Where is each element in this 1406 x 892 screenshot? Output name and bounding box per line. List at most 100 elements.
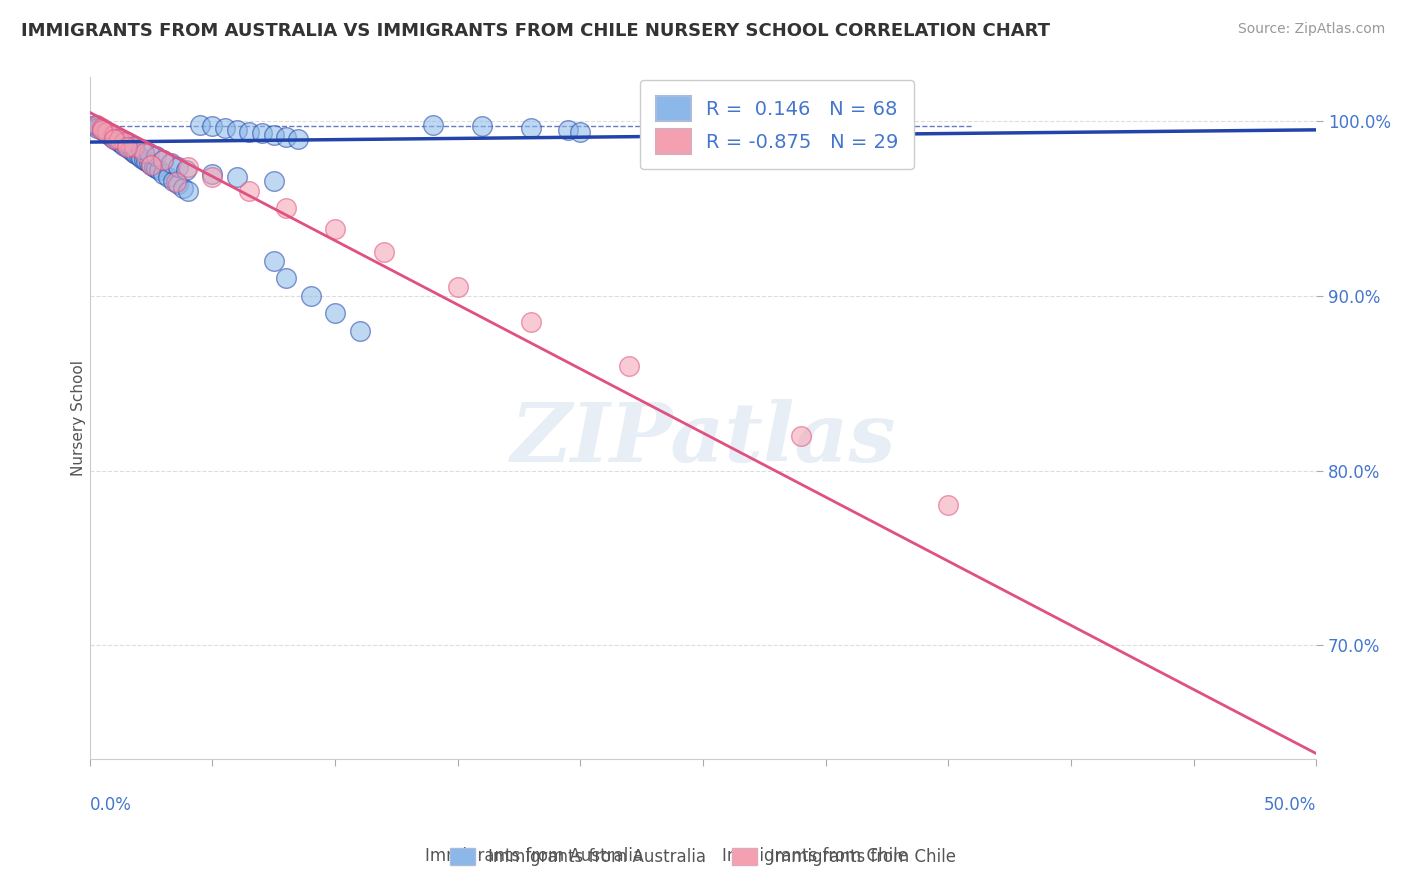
Point <box>373 245 395 260</box>
Point <box>274 202 297 216</box>
Point <box>145 161 167 176</box>
Point <box>250 126 273 140</box>
Point <box>138 145 160 160</box>
Point <box>790 428 813 442</box>
Point <box>619 359 641 373</box>
Point <box>96 125 118 139</box>
Point <box>122 145 145 160</box>
Point <box>238 125 260 139</box>
Point <box>214 121 236 136</box>
Point <box>91 123 114 137</box>
Point <box>569 125 592 139</box>
Point <box>91 123 114 137</box>
Point <box>287 131 309 145</box>
Legend: Immigrants from Australia, Immigrants from Chile: Immigrants from Australia, Immigrants fr… <box>441 840 965 875</box>
Point <box>112 135 135 149</box>
Point <box>263 128 285 142</box>
Point <box>162 173 184 187</box>
Point <box>167 177 190 191</box>
Point <box>323 306 346 320</box>
Y-axis label: Nursery School: Nursery School <box>72 360 86 476</box>
Point <box>447 280 470 294</box>
Text: 50.0%: 50.0% <box>1264 797 1316 814</box>
Text: Immigrants from Australia: Immigrants from Australia <box>425 847 644 865</box>
Point <box>131 142 153 156</box>
Text: IMMIGRANTS FROM AUSTRALIA VS IMMIGRANTS FROM CHILE NURSERY SCHOOL CORRELATION CH: IMMIGRANTS FROM AUSTRALIA VS IMMIGRANTS … <box>21 22 1050 40</box>
Point <box>108 131 131 145</box>
Point <box>103 131 125 145</box>
Point <box>89 121 111 136</box>
Point <box>128 149 150 163</box>
Point <box>135 154 157 169</box>
Point <box>238 184 260 198</box>
Point <box>157 169 180 184</box>
Point <box>471 120 494 134</box>
Point <box>299 289 322 303</box>
Legend: R =  0.146   N = 68, R = -0.875   N = 29: R = 0.146 N = 68, R = -0.875 N = 29 <box>640 80 914 169</box>
Point <box>138 156 160 170</box>
Text: Immigrants from Chile: Immigrants from Chile <box>723 847 908 865</box>
Point <box>201 169 224 184</box>
Point <box>101 128 124 142</box>
Point <box>93 125 115 139</box>
Point <box>165 175 187 189</box>
Point <box>159 156 181 170</box>
Point <box>520 121 543 136</box>
Point <box>226 123 249 137</box>
Point <box>201 167 224 181</box>
Point <box>188 118 211 132</box>
Text: Source: ZipAtlas.com: Source: ZipAtlas.com <box>1237 22 1385 37</box>
Point <box>274 129 297 144</box>
Point <box>118 142 141 156</box>
Point <box>557 123 579 137</box>
Point <box>177 184 200 198</box>
Point <box>93 125 115 139</box>
Point <box>201 120 224 134</box>
Point <box>174 163 197 178</box>
Point <box>141 158 163 172</box>
Point <box>263 253 285 268</box>
Point <box>132 145 155 160</box>
Point <box>152 153 174 167</box>
Point <box>520 315 543 329</box>
Point <box>86 121 108 136</box>
Point <box>177 160 200 174</box>
Point <box>115 135 138 149</box>
Point <box>121 144 143 158</box>
Point <box>131 151 153 165</box>
Point <box>122 138 145 153</box>
Point <box>142 160 165 174</box>
Point <box>98 128 121 142</box>
Point <box>115 140 138 154</box>
Point <box>349 324 371 338</box>
Point <box>167 160 190 174</box>
Text: ZIPatlas: ZIPatlas <box>510 399 896 478</box>
Point <box>122 140 145 154</box>
Point <box>105 133 128 147</box>
Point <box>108 131 131 145</box>
Point <box>226 169 249 184</box>
Point <box>108 135 131 149</box>
Point <box>422 118 444 132</box>
Point <box>263 173 285 187</box>
Point <box>274 271 297 285</box>
Point <box>103 131 125 145</box>
Text: 0.0%: 0.0% <box>90 797 132 814</box>
Point <box>96 126 118 140</box>
Point <box>141 158 163 172</box>
Point <box>148 163 170 178</box>
Point <box>936 499 959 513</box>
Point <box>91 121 114 136</box>
Point <box>145 149 167 163</box>
Point <box>152 153 174 167</box>
Point <box>112 138 135 153</box>
Point <box>86 120 108 134</box>
Point <box>132 153 155 167</box>
Point <box>323 222 346 236</box>
Point <box>172 180 194 194</box>
Point <box>125 147 148 161</box>
Point <box>103 128 125 142</box>
Point <box>115 140 138 154</box>
Point <box>101 129 124 144</box>
Point <box>83 118 105 132</box>
